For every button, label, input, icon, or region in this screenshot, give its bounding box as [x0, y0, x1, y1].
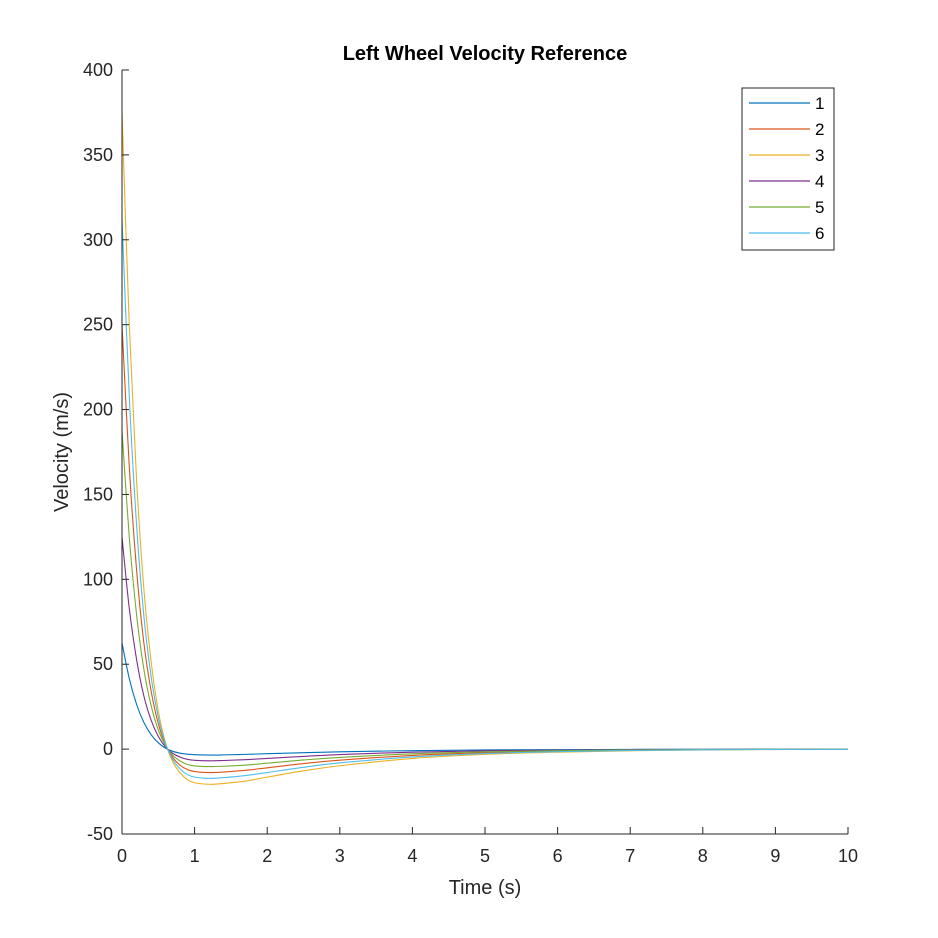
legend-label-2: 2	[815, 120, 824, 139]
series-lines	[121, 112, 849, 785]
x-tick-label: 8	[698, 846, 708, 866]
x-tick-label: 5	[480, 846, 490, 866]
series-line-5	[121, 430, 849, 768]
y-tick-label: 250	[83, 315, 113, 335]
plot-area	[122, 70, 848, 834]
y-tick-label: -50	[87, 824, 113, 844]
x-tick-label: 10	[838, 846, 858, 866]
x-tick-label: 1	[190, 846, 200, 866]
x-tick-label: 0	[117, 846, 127, 866]
series-line-6	[121, 218, 849, 779]
x-tick-label: 7	[625, 846, 635, 866]
legend: 1 2 3 4 5 6	[741, 87, 835, 251]
y-tick-label: 100	[83, 569, 113, 589]
legend-label-1: 1	[815, 94, 824, 113]
legend-label-3: 3	[815, 146, 824, 165]
legend-box	[741, 87, 835, 251]
y-tick-label: 50	[93, 654, 113, 674]
y-tick-label: 400	[83, 60, 113, 80]
x-tick-label: 9	[770, 846, 780, 866]
y-tick-label: 200	[83, 400, 113, 420]
y-tick-label: 0	[103, 739, 113, 759]
x-tick-label: 4	[407, 846, 417, 866]
chart-title: Left Wheel Velocity Reference	[343, 43, 628, 65]
legend-label-4: 4	[815, 172, 824, 191]
x-axis-label: Time (s)	[449, 877, 522, 899]
x-tick-label: 3	[335, 846, 345, 866]
y-tick-label: 150	[83, 484, 113, 504]
legend-label-5: 5	[815, 198, 824, 217]
y-axis-label: Velocity (m/s)	[51, 392, 73, 512]
legend-label-6: 6	[815, 224, 824, 243]
x-tick-label: 6	[553, 846, 563, 866]
y-tick-label: 350	[83, 145, 113, 165]
y-tick-label: 300	[83, 230, 113, 250]
x-tick-label: 2	[262, 846, 272, 866]
